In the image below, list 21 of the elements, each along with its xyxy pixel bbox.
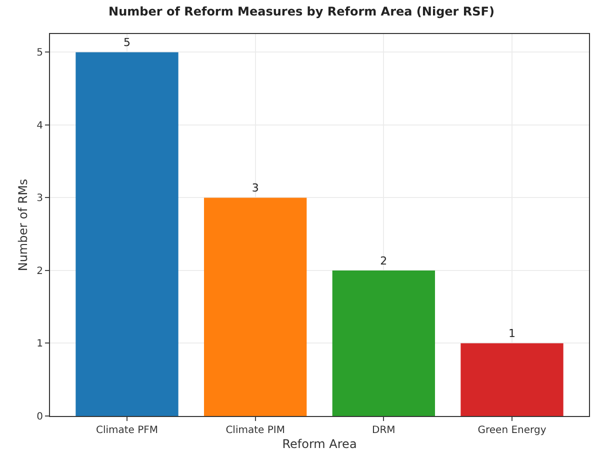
y-tick-label: 4 — [36, 120, 43, 132]
data-label: 3 — [252, 182, 259, 195]
y-tick-label: 2 — [36, 266, 43, 277]
x-axis-title: Reform Area — [282, 436, 357, 451]
y-tick-label: 3 — [36, 193, 43, 204]
x-tick-label: Climate PIM — [226, 425, 285, 436]
y-axis-title: Number of RMs — [16, 178, 30, 272]
bar — [332, 270, 435, 416]
data-label: 2 — [380, 254, 388, 268]
bar — [76, 52, 178, 416]
bar — [460, 343, 564, 416]
y-tick-label: 0 — [36, 412, 43, 422]
x-tick-label: DRM — [372, 425, 396, 436]
x-tick-label: Green Energy — [478, 425, 546, 436]
x-tick-label: Climate PFM — [96, 425, 158, 436]
bar — [204, 198, 307, 416]
data-label: 1 — [508, 327, 516, 340]
chart-title: Number of Reform Measures by Reform Area (Niger RSF) — [108, 4, 494, 18]
y-tick-label: 5 — [36, 48, 43, 59]
data-label: 5 — [124, 36, 130, 50]
y-tick-label: 1 — [36, 338, 43, 350]
